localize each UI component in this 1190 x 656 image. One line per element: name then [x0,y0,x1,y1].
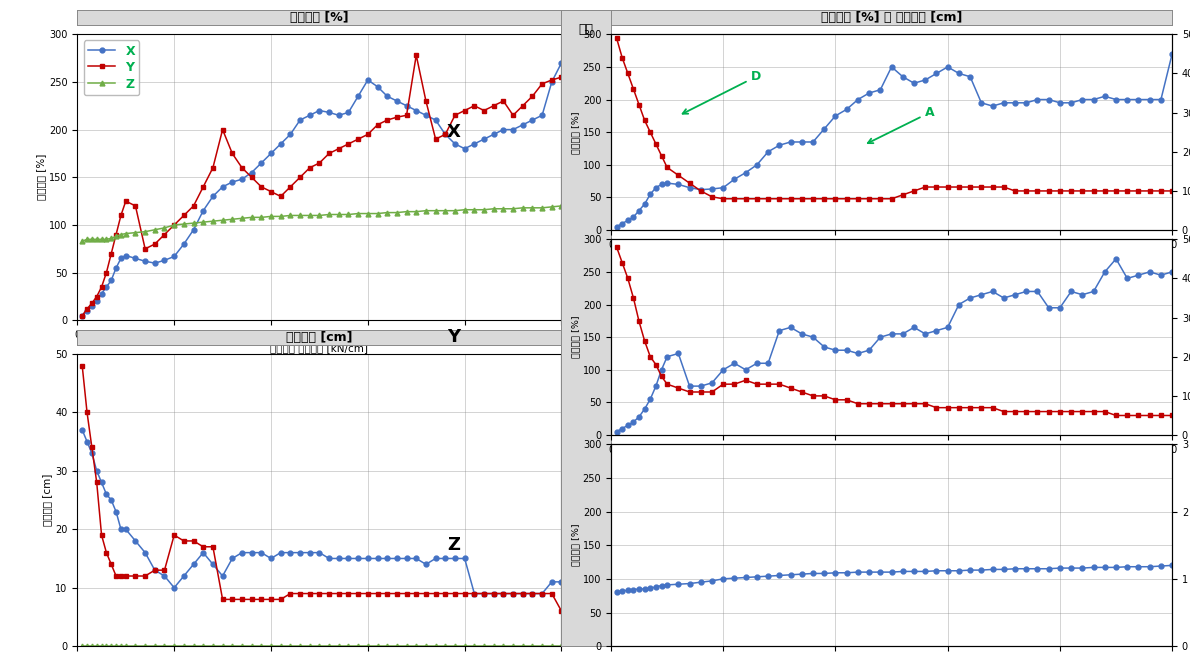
Z [129,229,143,237]
Z [555,202,569,210]
X [129,255,143,262]
Y [555,73,569,81]
Z [157,224,171,232]
Y [75,312,89,319]
Legend: X, Y, Z: X, Y, Z [83,41,139,95]
Y-axis label: 응답변위 [cm]: 응답변위 [cm] [43,474,52,526]
Y-axis label: 가속도비 [%]: 가속도비 [%] [571,316,580,358]
Line: Z: Z [80,203,564,243]
Y-axis label: 가속도비 [%]: 가속도비 [%] [571,524,580,567]
X [104,276,118,284]
Y [129,202,143,210]
Z [545,203,559,211]
X [555,59,569,67]
Line: Y: Y [80,52,564,318]
X [225,178,239,186]
X [545,78,559,86]
Y-axis label: 가속도비 [%]: 가속도비 [%] [36,154,46,201]
Z [496,205,511,213]
Line: X: X [80,60,564,318]
X [496,126,511,134]
Text: 가속도비 [%] 및 응답변위 [cm]: 가속도비 [%] 및 응답변위 [cm] [821,11,963,24]
Z [75,237,89,245]
Y [545,76,559,84]
Text: 응답변위 [cm]: 응답변위 [cm] [286,331,352,344]
Text: 가속도비 [%]: 가속도비 [%] [290,11,349,24]
Y [157,231,171,239]
Text: X: X [447,123,461,141]
Y [506,112,520,119]
Y [104,250,118,258]
X [157,256,171,264]
Text: Y: Y [447,328,461,346]
Text: Z: Z [447,536,461,554]
Y [409,51,424,59]
Z [104,234,118,242]
Y-axis label: 가속도비 [%]: 가속도비 [%] [571,111,580,154]
Y [225,150,239,157]
X [75,312,89,319]
X-axis label: 직층고무 수평강성 [kN/cm]: 직층고무 수평강성 [kN/cm] [845,458,939,468]
Z [225,215,239,223]
Text: 방향: 방향 [578,22,594,35]
X-axis label: 적층고무 수평강성 [kN/cm]: 적층고무 수평강성 [kN/cm] [270,343,369,353]
Text: A: A [868,106,935,143]
Text: D: D [683,70,762,113]
X-axis label: 적층고무 수평강성 [kN/cm]: 적층고무 수평강성 [kN/cm] [845,253,939,262]
